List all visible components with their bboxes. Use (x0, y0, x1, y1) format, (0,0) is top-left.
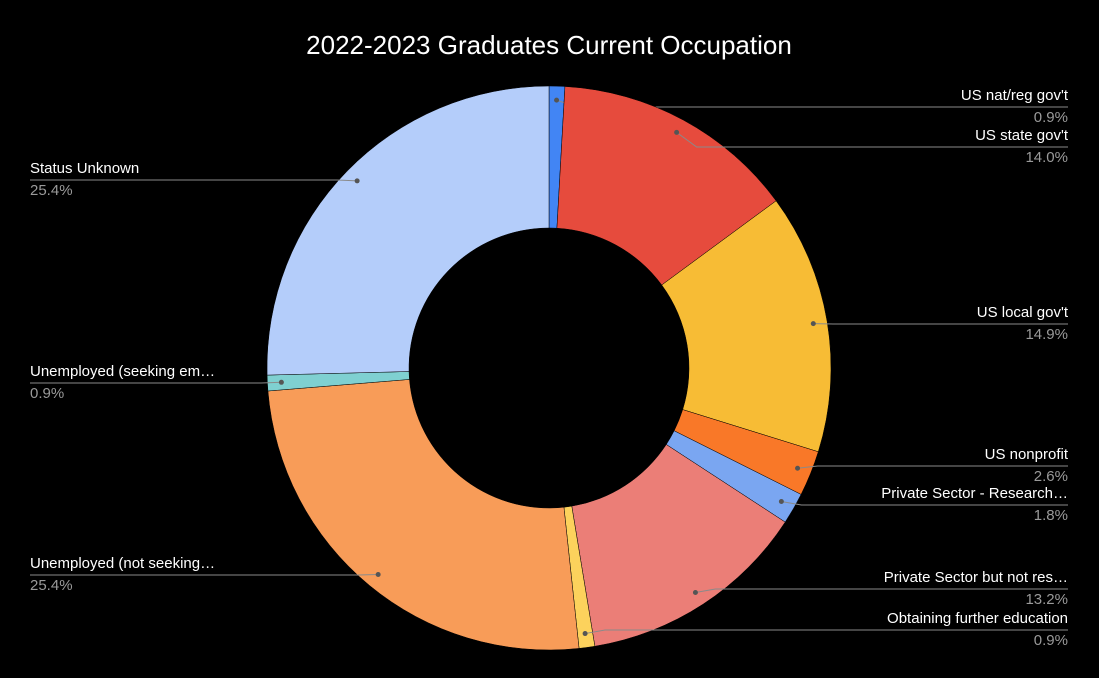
slice (571, 444, 786, 647)
slice-label: Status Unknown (30, 160, 139, 177)
slice-value-label: 2.6% (1034, 468, 1068, 485)
leader-line (797, 465, 1068, 469)
slice-value-label: 0.9% (30, 385, 64, 402)
slice-label: US nonprofit (985, 446, 1069, 463)
leader-line (30, 573, 379, 576)
leader-line (30, 179, 358, 182)
leader-line (695, 588, 1068, 593)
slice-value-label: 0.9% (1034, 632, 1068, 649)
slice-label: Unemployed (not seeking… (30, 555, 215, 572)
slice-label: Private Sector but not res… (884, 569, 1068, 586)
leader-dot (810, 321, 816, 327)
slice-value-label: 25.4% (30, 182, 73, 199)
leader-dot (278, 379, 284, 385)
leader-line (781, 501, 1068, 506)
leader-dot (674, 129, 680, 135)
leader-dot (692, 589, 698, 595)
slice-label: Obtaining further education (887, 610, 1068, 627)
leader-line (30, 381, 282, 384)
slice-label: US state gov't (975, 127, 1069, 144)
slice-value-label: 25.4% (30, 577, 73, 594)
leader-dot (795, 465, 801, 471)
chart-title: 2022-2023 Graduates Current Occupation (306, 30, 792, 60)
slice-label: US nat/reg gov't (961, 87, 1069, 104)
leader-dot (582, 631, 588, 637)
slice-value-label: 14.9% (1025, 326, 1068, 343)
leader-dot (375, 571, 381, 577)
leader-line (585, 629, 1068, 635)
slice-label: Private Sector - Research… (881, 485, 1068, 502)
leader-line (676, 131, 1068, 148)
leader-dot (778, 499, 784, 505)
slice (556, 86, 777, 286)
slice (661, 200, 832, 453)
slice-value-label: 0.9% (1034, 109, 1068, 126)
slice-value-label: 13.2% (1025, 591, 1068, 608)
slice-value-label: 14.0% (1025, 149, 1068, 166)
leader-dot (354, 178, 360, 184)
slice (267, 379, 580, 651)
slice (266, 85, 550, 376)
slice-label: US local gov't (977, 304, 1069, 321)
slice-label: Unemployed (seeking em… (30, 363, 215, 380)
slice-value-label: 1.8% (1034, 507, 1068, 524)
leader-dot (554, 97, 560, 103)
